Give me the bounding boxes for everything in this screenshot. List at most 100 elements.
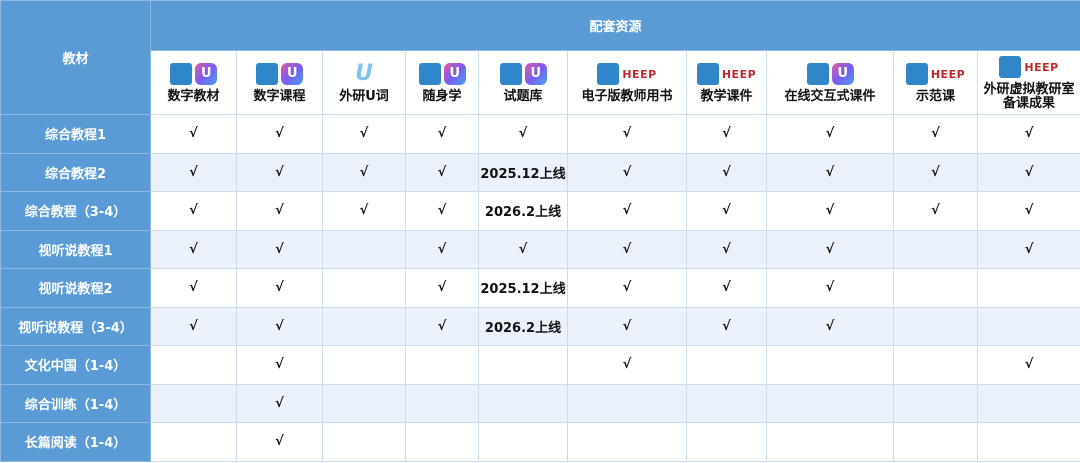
u-app-icon: [831, 63, 854, 85]
empty-cell: [893, 383, 978, 423]
check-mark: √: [236, 345, 323, 385]
table-row: 视听说教程（3-4） √ √ √ 2026.2上线 √ √ √: [0, 306, 1080, 346]
check-mark: √: [405, 268, 479, 308]
check-mark: √: [567, 114, 687, 154]
column-label: 示范课: [915, 89, 955, 104]
check-mark: √: [686, 306, 767, 346]
check-mark: √: [766, 229, 894, 269]
empty-cell: [478, 345, 568, 385]
table-row: 综合教程1 √ √ √ √ √ √ √ √ √ √: [0, 114, 1080, 154]
u-app-icon: [524, 63, 547, 85]
column-header: 随身学: [405, 50, 479, 115]
check-mark: √: [567, 345, 687, 385]
availability-note: 2026.2上线: [478, 191, 568, 231]
interactive-courseware-icon: [806, 63, 829, 85]
empty-cell: [150, 422, 237, 462]
textbook-name: 视听说教程1: [0, 229, 151, 269]
check-mark: √: [405, 152, 479, 192]
column-header: HEEP 电子版教师用书: [567, 50, 687, 115]
video-lesson-icon: [905, 63, 928, 85]
table-row: 视听说教程2 √ √ √ 2025.12上线 √ √ √: [0, 268, 1080, 308]
empty-cell: [405, 345, 479, 385]
u-app-icon: [443, 63, 466, 85]
check-mark: √: [150, 268, 237, 308]
column-label: 教学课件: [700, 89, 753, 104]
empty-cell: [567, 422, 687, 462]
column-header: 数字教材: [150, 50, 237, 115]
check-mark: √: [893, 191, 978, 231]
column-header: HEEP 外研虚拟教研室备课成果: [976, 50, 1080, 115]
column-label: 外研U词: [339, 89, 389, 104]
heep-logo: HEEP: [721, 67, 757, 81]
check-mark: √: [567, 191, 687, 231]
courseware-icon: [696, 63, 719, 85]
empty-cell: [322, 268, 406, 308]
table-row: 综合教程（3-4） √ √ √ √ 2026.2上线 √ √ √ √ √: [0, 191, 1080, 231]
exam-paper-icon: [499, 63, 522, 85]
empty-cell: [405, 422, 479, 462]
check-mark: √: [567, 229, 687, 269]
column-header: U 外研U词: [322, 50, 406, 115]
column-header: 数字课程: [236, 50, 323, 115]
column-label: 在线交互式课件: [784, 89, 876, 104]
column-header: 试题库: [478, 50, 568, 115]
check-mark: √: [766, 306, 894, 346]
empty-cell: [322, 422, 406, 462]
check-mark: √: [766, 114, 894, 154]
check-mark: √: [150, 152, 237, 192]
textbook-name: 文化中国（1-4）: [0, 345, 151, 385]
empty-cell: [322, 383, 406, 423]
check-mark: √: [322, 191, 406, 231]
column-label: 试题库: [503, 89, 543, 104]
check-mark: √: [976, 345, 1080, 385]
empty-cell: [976, 268, 1080, 308]
textbook-name: 长篇阅读（1-4）: [0, 422, 151, 462]
table-row: 长篇阅读（1-4） √: [0, 422, 1080, 462]
u-word-logo-icon: U: [355, 61, 373, 86]
textbook-name: 综合教程1: [0, 114, 151, 154]
empty-cell: [686, 383, 767, 423]
check-mark: √: [976, 229, 1080, 269]
empty-cell: [478, 383, 568, 423]
check-mark: √: [236, 229, 323, 269]
table-row: 文化中国（1-4） √ √ √: [0, 345, 1080, 385]
empty-cell: [322, 306, 406, 346]
check-mark: √: [236, 114, 323, 154]
empty-cell: [976, 422, 1080, 462]
check-mark: √: [686, 268, 767, 308]
empty-cell: [478, 422, 568, 462]
textbook-name: 综合教程2: [0, 152, 151, 192]
empty-cell: [567, 383, 687, 423]
column-header: HEEP 教学课件: [686, 50, 767, 115]
check-mark: √: [686, 114, 767, 154]
empty-cell: [405, 383, 479, 423]
column-header: HEEP 示范课: [893, 50, 978, 115]
availability-note: 2025.12上线: [478, 268, 568, 308]
teacher-screen-icon: [256, 63, 278, 85]
check-mark: √: [322, 114, 406, 154]
monitor-icon: [170, 63, 192, 85]
check-mark: √: [236, 383, 323, 423]
textbook-name: 综合训练（1-4）: [0, 383, 151, 423]
check-mark: √: [766, 191, 894, 231]
check-mark: √: [766, 152, 894, 192]
empty-cell: [976, 383, 1080, 423]
empty-cell: [766, 422, 894, 462]
check-mark: √: [893, 114, 978, 154]
check-mark: √: [322, 152, 406, 192]
check-mark: √: [405, 229, 479, 269]
check-mark: √: [567, 306, 687, 346]
check-mark: √: [236, 422, 323, 462]
check-mark: √: [567, 152, 687, 192]
empty-cell: [322, 229, 406, 269]
heep-logo: HEEP: [1024, 60, 1059, 74]
check-mark: √: [686, 191, 767, 231]
check-mark: √: [236, 306, 323, 346]
empty-cell: [893, 345, 978, 385]
heep-logo: HEEP: [622, 67, 657, 81]
empty-cell: [766, 383, 894, 423]
virtual-office-icon: [999, 56, 1022, 78]
availability-note: 2026.2上线: [478, 306, 568, 346]
column-label: 电子版教师用书: [581, 89, 673, 104]
